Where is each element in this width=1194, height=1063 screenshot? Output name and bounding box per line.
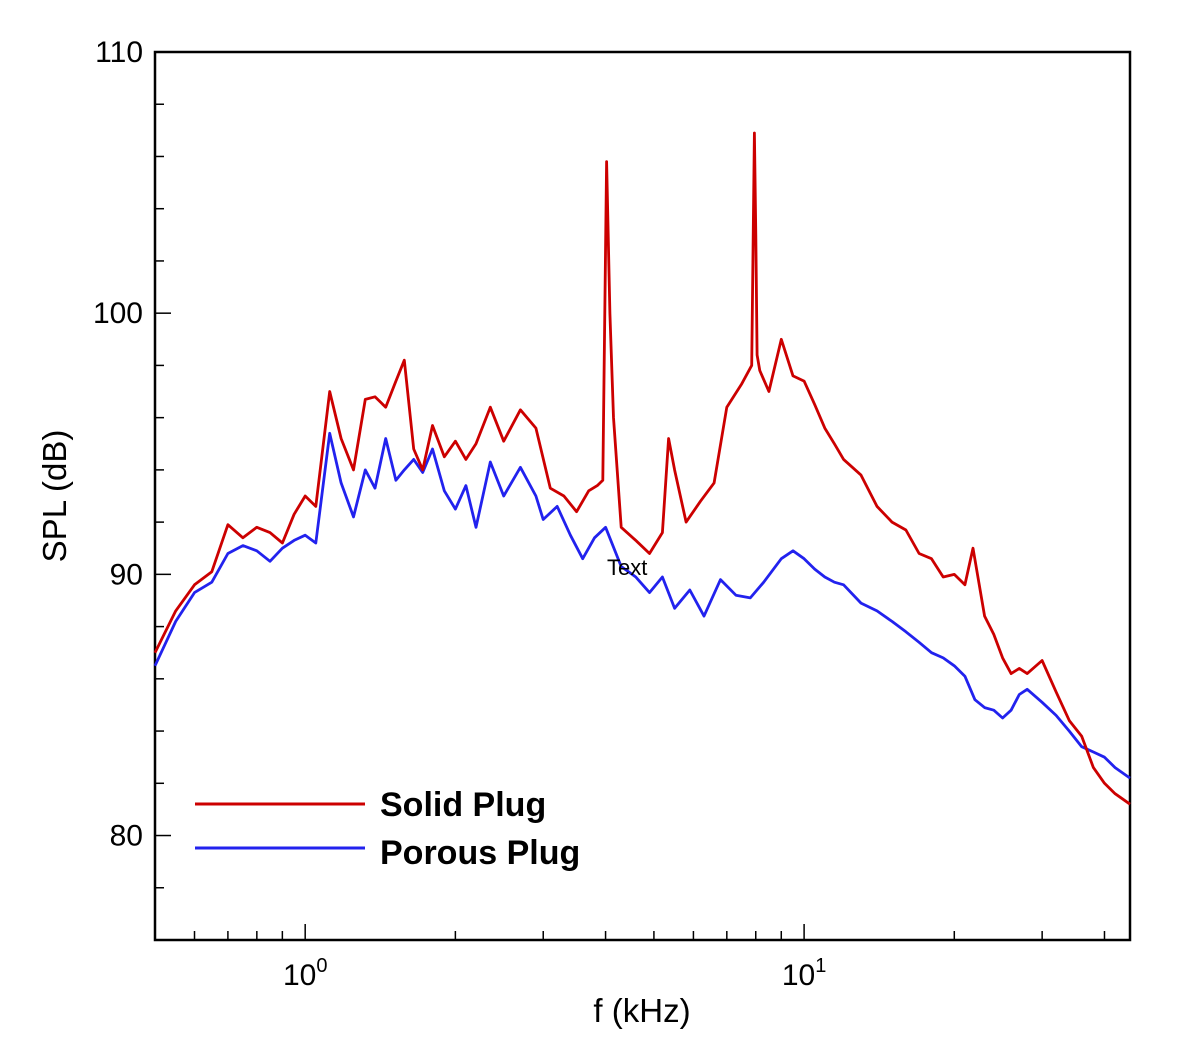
- y-tick-label: 90: [110, 558, 143, 591]
- y-tick-label: 80: [110, 820, 143, 853]
- annotation-text: Text: [607, 555, 647, 580]
- legend-label-porous-plug: Porous Plug: [380, 834, 580, 872]
- plot-frame: [153, 50, 1132, 942]
- legend: Solid Plug Porous Plug: [195, 786, 580, 872]
- y-tick-label: 100: [93, 297, 143, 330]
- series-layer: [153, 131, 1131, 806]
- series-line-solid-plug: [153, 131, 1131, 806]
- x-axis-ticks: 100 101: [154, 924, 1106, 992]
- series-line-porous-plug: [153, 431, 1131, 780]
- y-axis-ticks: 80 90 100 110: [93, 36, 171, 941]
- x-tick-label: 101: [782, 955, 827, 992]
- x-tick-label: 100: [283, 955, 328, 992]
- x-axis-label: f (kHz): [593, 992, 690, 1029]
- y-tick-label: 110: [95, 36, 143, 69]
- y-axis-label: SPL (dB): [36, 430, 73, 563]
- legend-label-solid-plug: Solid Plug: [380, 786, 546, 824]
